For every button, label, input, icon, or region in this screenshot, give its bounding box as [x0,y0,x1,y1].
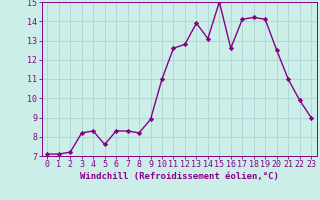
X-axis label: Windchill (Refroidissement éolien,°C): Windchill (Refroidissement éolien,°C) [80,172,279,181]
